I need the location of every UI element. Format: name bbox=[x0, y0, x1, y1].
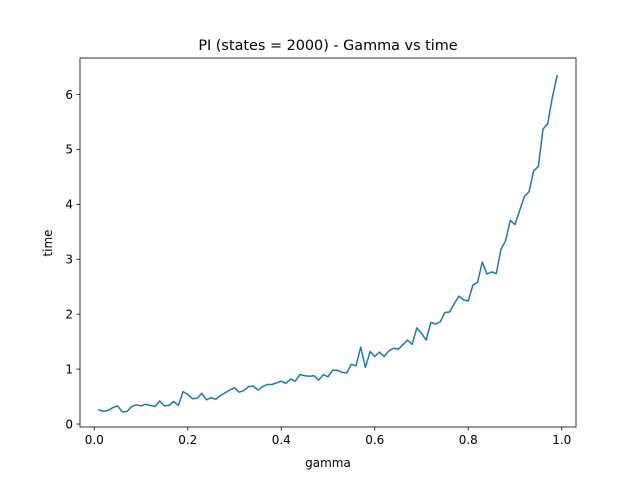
chart-title: PI (states = 2000) - Gamma vs time bbox=[198, 38, 457, 54]
x-tick-label: 0.6 bbox=[365, 433, 384, 447]
axes-frame bbox=[79, 57, 577, 428]
series-line bbox=[97, 74, 558, 413]
y-tick-label: 5 bbox=[65, 143, 73, 157]
x-tick-label: 0.2 bbox=[178, 433, 197, 447]
x-tick-label: 1.0 bbox=[552, 433, 571, 447]
x-axis-label: gamma bbox=[305, 456, 351, 470]
y-tick-label: 4 bbox=[65, 198, 73, 212]
x-tick-label: 0.8 bbox=[459, 433, 478, 447]
x-tick-label: 0.0 bbox=[85, 433, 104, 447]
plot-area: 0.0 0.2 0.4 0.6 0.8 1.0 0 1 2 3 4 5 6 bbox=[65, 57, 577, 447]
y-tick-label: 0 bbox=[65, 417, 73, 431]
y-tick-label: 2 bbox=[65, 307, 73, 321]
y-tick-label: 1 bbox=[65, 362, 73, 376]
x-tick-label: 0.4 bbox=[272, 433, 291, 447]
y-tick-label: 6 bbox=[65, 88, 73, 102]
y-tick-label: 3 bbox=[65, 253, 73, 267]
y-axis-label: time bbox=[41, 229, 55, 256]
